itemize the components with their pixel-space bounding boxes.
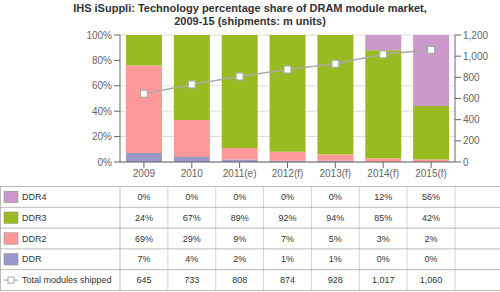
- svg-text:0%: 0%: [281, 192, 294, 202]
- svg-text:67%: 67%: [183, 213, 201, 223]
- svg-text:92%: 92%: [278, 213, 296, 223]
- svg-text:1,000: 1,000: [463, 51, 488, 62]
- svg-text:100%: 100%: [86, 30, 112, 41]
- svg-text:2013(f): 2013(f): [320, 168, 352, 179]
- svg-text:24%: 24%: [135, 213, 153, 223]
- svg-text:0%: 0%: [329, 192, 342, 202]
- html-text:2009-15 (shipments: m units): 2009-15 (shipments: m units): [174, 15, 326, 27]
- svg-text:645: 645: [136, 275, 151, 285]
- svg-text:600: 600: [463, 93, 480, 104]
- svg-text:89%: 89%: [231, 213, 249, 223]
- svg-text:3%: 3%: [377, 234, 390, 244]
- svg-text:0: 0: [463, 157, 469, 168]
- svg-text:928: 928: [328, 275, 343, 285]
- svg-text:9%: 9%: [233, 234, 246, 244]
- svg-text:40%: 40%: [92, 106, 112, 117]
- svg-text:29%: 29%: [183, 234, 201, 244]
- svg-text:400: 400: [463, 114, 480, 125]
- svg-text:200: 200: [463, 135, 480, 146]
- html-text:IHS iSuppli: Technology percen: IHS iSuppli: Technology percentage share…: [73, 2, 427, 14]
- svg-text:1,017: 1,017: [372, 275, 395, 285]
- svg-text:5%: 5%: [329, 234, 342, 244]
- svg-text:60%: 60%: [92, 80, 112, 91]
- svg-text:0%: 0%: [377, 254, 390, 264]
- svg-text:94%: 94%: [326, 213, 344, 223]
- svg-text:12%: 12%: [374, 192, 392, 202]
- svg-text:0%: 0%: [185, 192, 198, 202]
- svg-text:42%: 42%: [422, 213, 440, 223]
- svg-text:0%: 0%: [425, 254, 438, 264]
- svg-text:808: 808: [232, 275, 247, 285]
- svg-text:DDR2: DDR2: [22, 234, 47, 244]
- svg-text:7%: 7%: [281, 234, 294, 244]
- svg-text:733: 733: [184, 275, 199, 285]
- svg-text:69%: 69%: [135, 234, 153, 244]
- svg-text:800: 800: [463, 72, 480, 83]
- svg-text:2012(f): 2012(f): [272, 168, 304, 179]
- svg-text:85%: 85%: [374, 213, 392, 223]
- svg-text:2011(e): 2011(e): [223, 168, 257, 179]
- svg-text:80%: 80%: [92, 55, 112, 66]
- svg-text:DDR4: DDR4: [22, 192, 47, 202]
- svg-text:1,200: 1,200: [463, 30, 488, 41]
- svg-text:1,060: 1,060: [420, 275, 443, 285]
- svg-text:DDR: DDR: [22, 254, 42, 264]
- svg-text:7%: 7%: [137, 254, 150, 264]
- svg-text:2014(f): 2014(f): [367, 168, 399, 179]
- svg-text:56%: 56%: [422, 192, 440, 202]
- svg-text:4%: 4%: [185, 254, 198, 264]
- svg-text:1%: 1%: [281, 254, 294, 264]
- svg-text:DDR3: DDR3: [22, 213, 47, 223]
- svg-text:0%: 0%: [233, 192, 246, 202]
- svg-text:0%: 0%: [137, 192, 150, 202]
- svg-text:2015(f): 2015(f): [415, 168, 447, 179]
- svg-text:0%: 0%: [98, 157, 113, 168]
- svg-text:1%: 1%: [329, 254, 342, 264]
- svg-text:Total modules shipped: Total modules shipped: [22, 275, 112, 285]
- svg-text:2009: 2009: [133, 168, 156, 179]
- svg-text:2%: 2%: [425, 234, 438, 244]
- svg-text:874: 874: [280, 275, 295, 285]
- svg-text:20%: 20%: [92, 131, 112, 142]
- svg-text:2%: 2%: [233, 254, 246, 264]
- svg-text:2010: 2010: [181, 168, 204, 179]
